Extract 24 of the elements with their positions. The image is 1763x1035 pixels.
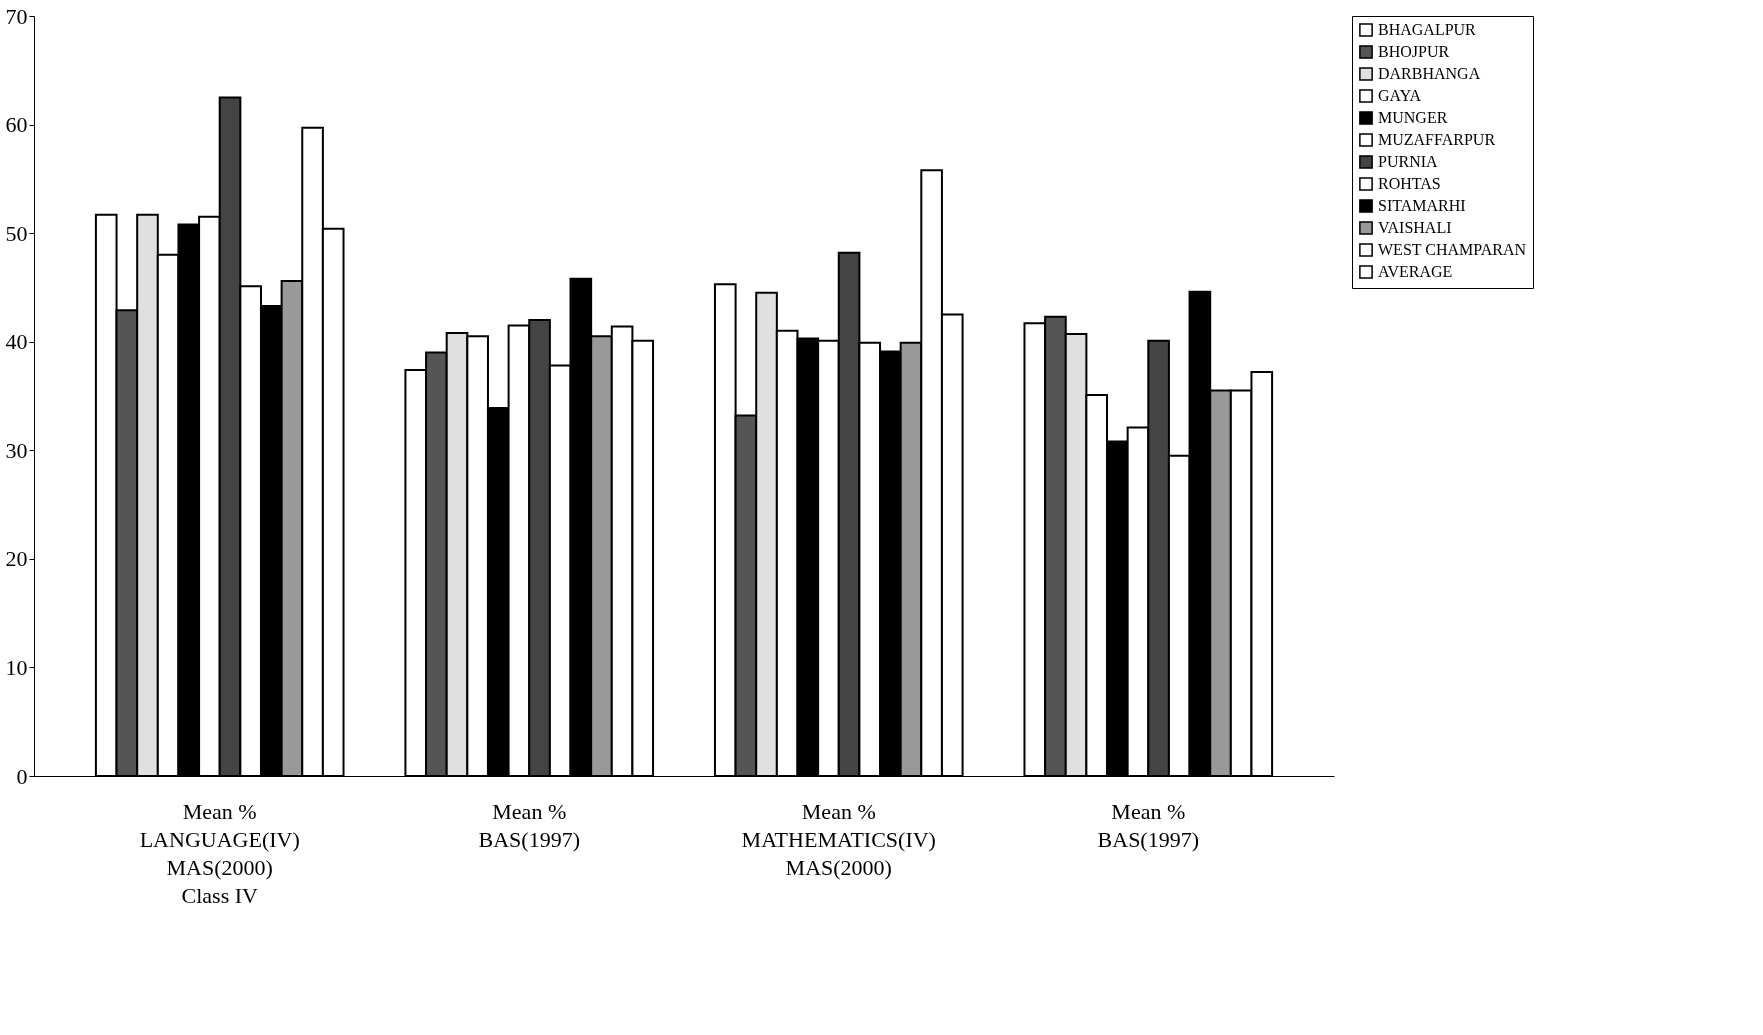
legend-label: SITAMARHI — [1378, 197, 1466, 214]
y-tick-label: 20 — [5, 546, 28, 572]
legend-label: ROHTAS — [1378, 175, 1441, 192]
x-tick-label: Mean % MATHEMATICS(IV) MAS(2000) — [741, 798, 936, 880]
x-tick-label: Mean % LANGUAGE(IV) MAS(2000) Class IV — [139, 798, 300, 908]
y-tick-label: 70 — [5, 3, 28, 29]
legend-label: AVERAGE — [1378, 263, 1453, 280]
x-tick-label: Mean % BAS(1997) — [478, 798, 580, 852]
legend-label: PURNIA — [1378, 153, 1439, 170]
y-tick-label: 0 — [16, 763, 28, 789]
x-tick-label: Mean % BAS(1997) — [1097, 798, 1200, 852]
y-tick-label: 30 — [5, 437, 28, 463]
legend-label: MUZAFFARPUR — [1378, 131, 1496, 148]
legend-label: GAYA — [1378, 87, 1422, 104]
legend-label: BHAGALPUR — [1378, 21, 1477, 38]
y-tick-label: 10 — [5, 654, 28, 680]
legend-label: WEST CHAMPARAN — [1378, 241, 1527, 258]
legend-label: BHOJPUR — [1378, 43, 1450, 60]
legend-label: DARBHANGA — [1378, 65, 1481, 82]
legend-label: MUNGER — [1378, 109, 1448, 126]
y-tick-label: 50 — [5, 220, 28, 246]
y-tick-label: 40 — [5, 329, 28, 355]
y-tick-label: 60 — [5, 112, 28, 138]
legend-label: VAISHALI — [1378, 219, 1452, 236]
